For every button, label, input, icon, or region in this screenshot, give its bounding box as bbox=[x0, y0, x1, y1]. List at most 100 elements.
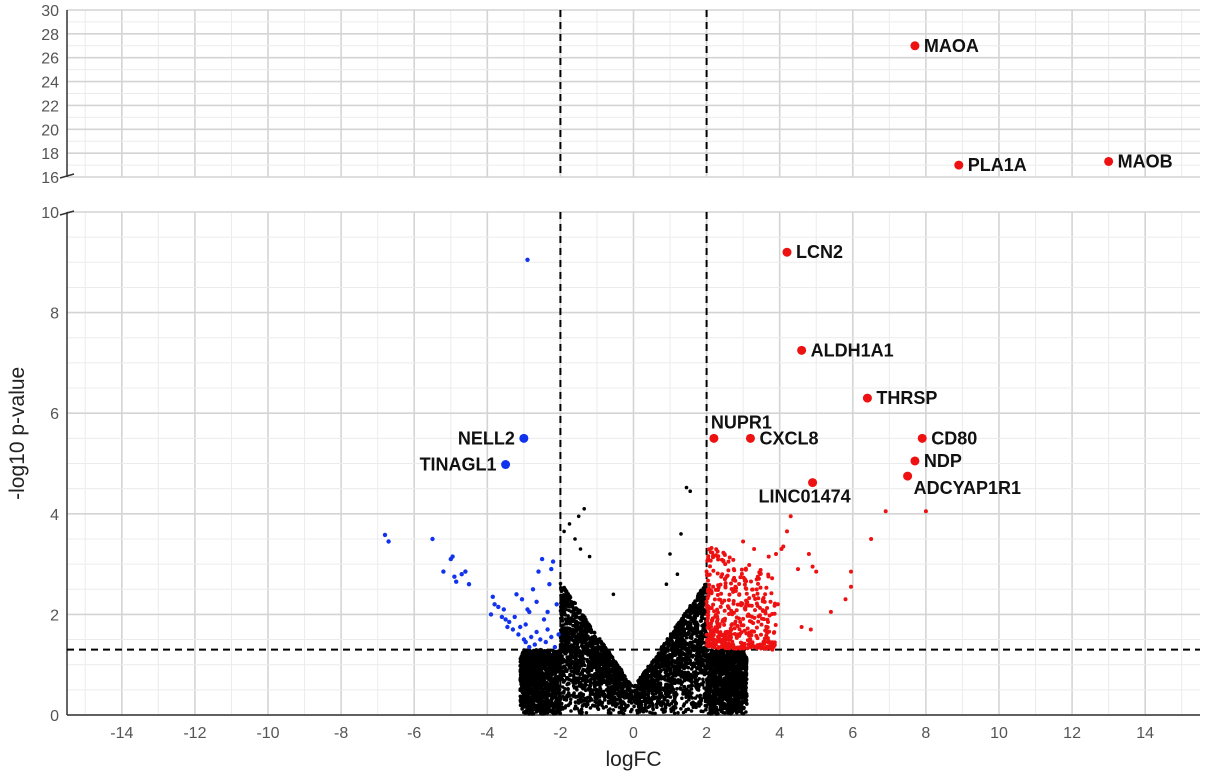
ns-point bbox=[620, 687, 625, 691]
ns-point bbox=[549, 696, 554, 701]
ns-point bbox=[696, 647, 701, 652]
ns-point bbox=[582, 663, 587, 667]
ns-point bbox=[652, 670, 657, 674]
ns-point bbox=[623, 677, 627, 682]
ns-point bbox=[689, 667, 694, 671]
ns-point bbox=[698, 634, 702, 639]
ns-point bbox=[700, 647, 704, 652]
ns-point bbox=[529, 675, 533, 680]
ns-point bbox=[655, 705, 659, 709]
grid-lines bbox=[67, 9, 1200, 716]
ns-point bbox=[534, 710, 539, 714]
ns-point bbox=[606, 699, 611, 704]
ns-point bbox=[584, 622, 588, 626]
ns-point bbox=[549, 688, 554, 693]
ns-point bbox=[563, 695, 568, 699]
ns-point bbox=[604, 688, 609, 692]
ns-point bbox=[567, 677, 571, 682]
ns-point bbox=[663, 704, 668, 708]
ns-point bbox=[664, 689, 668, 693]
ns-point bbox=[672, 711, 677, 716]
ns-point bbox=[560, 619, 565, 623]
ns-point bbox=[596, 676, 601, 681]
ns-point bbox=[665, 668, 669, 673]
ns-point bbox=[606, 663, 611, 667]
ns-point bbox=[607, 650, 612, 655]
ns-point bbox=[730, 675, 734, 679]
ns-point bbox=[580, 704, 585, 708]
ns-point bbox=[682, 685, 687, 689]
ns-point bbox=[566, 614, 570, 618]
ns-point bbox=[557, 688, 562, 692]
ns-point bbox=[569, 616, 573, 620]
ns-point bbox=[729, 662, 733, 666]
ns-point bbox=[578, 608, 582, 613]
ns-point bbox=[698, 695, 702, 700]
ns-point bbox=[687, 697, 691, 702]
ns-point bbox=[634, 688, 638, 693]
ns-point bbox=[591, 688, 596, 692]
ns-point bbox=[560, 627, 565, 631]
ns-point bbox=[703, 670, 707, 675]
ns-point bbox=[710, 655, 715, 659]
ns-point bbox=[562, 689, 566, 694]
ns-point bbox=[586, 674, 591, 678]
ns-point bbox=[581, 686, 585, 691]
ns-point bbox=[644, 709, 649, 713]
ns-point bbox=[569, 669, 573, 673]
ns-point bbox=[538, 670, 543, 675]
ns-point bbox=[687, 645, 691, 650]
ns-point bbox=[614, 676, 619, 681]
ns-point bbox=[622, 708, 627, 713]
ns-point bbox=[643, 705, 647, 710]
ns-point bbox=[686, 661, 690, 665]
ns-point bbox=[587, 683, 592, 688]
ns-point bbox=[553, 661, 557, 665]
ns-point bbox=[574, 666, 578, 670]
ns-point bbox=[547, 675, 552, 680]
ns-point bbox=[686, 665, 691, 670]
ns-point bbox=[686, 675, 690, 680]
ns-point bbox=[523, 655, 528, 659]
ns-point bbox=[609, 676, 613, 681]
ns-point bbox=[636, 695, 641, 699]
ns-point bbox=[618, 700, 622, 705]
ns-point bbox=[663, 674, 667, 679]
ns-point bbox=[654, 691, 658, 696]
ns-point bbox=[743, 667, 747, 672]
ns-point bbox=[683, 611, 687, 616]
ns-point bbox=[572, 643, 576, 647]
ns-point bbox=[742, 691, 746, 696]
ns-point bbox=[702, 649, 707, 653]
ns-point bbox=[730, 682, 734, 687]
ns-point bbox=[526, 666, 530, 670]
ns-point bbox=[604, 668, 609, 673]
ns-point bbox=[568, 604, 572, 608]
ns-point bbox=[575, 661, 579, 665]
ns-point bbox=[683, 632, 687, 637]
ns-point bbox=[650, 691, 655, 696]
ns-point bbox=[703, 629, 707, 633]
ns-point bbox=[579, 644, 584, 648]
ns-point bbox=[579, 621, 583, 625]
ns-point bbox=[695, 613, 700, 618]
ns-point bbox=[582, 657, 586, 661]
ns-point bbox=[744, 658, 749, 662]
ns-point bbox=[697, 704, 701, 708]
ns-point bbox=[687, 629, 691, 634]
ns-point bbox=[698, 638, 703, 642]
ns-point bbox=[578, 652, 583, 657]
ns-point bbox=[629, 689, 634, 693]
ns-point bbox=[688, 635, 692, 640]
ns-point bbox=[607, 694, 611, 698]
ns-point bbox=[600, 703, 604, 708]
ns-point bbox=[545, 704, 549, 708]
ns-point bbox=[708, 711, 712, 715]
ns-point bbox=[571, 684, 576, 688]
ns-point bbox=[653, 679, 657, 683]
ns-point bbox=[694, 705, 698, 710]
ns-point bbox=[591, 674, 595, 678]
ns-point bbox=[690, 645, 694, 650]
ns-point bbox=[600, 674, 605, 679]
ns-point bbox=[538, 651, 542, 655]
